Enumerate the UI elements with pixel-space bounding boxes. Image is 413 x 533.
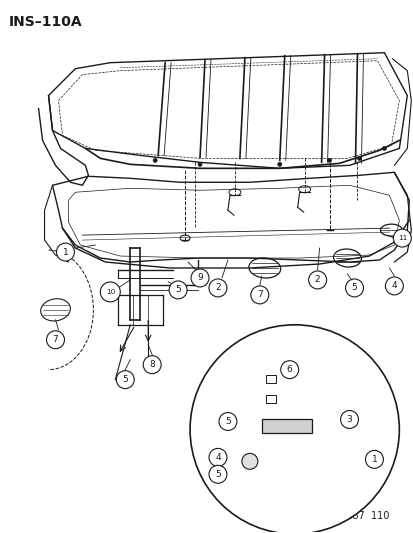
Circle shape [56, 243, 74, 261]
Text: 7: 7 [52, 335, 58, 344]
Text: 5: 5 [215, 470, 220, 479]
Text: 2: 2 [314, 276, 320, 285]
Circle shape [190, 325, 399, 533]
Circle shape [340, 410, 358, 429]
Bar [261, 419, 311, 433]
Circle shape [277, 163, 281, 166]
Circle shape [382, 147, 385, 150]
Circle shape [197, 163, 202, 166]
Circle shape [241, 454, 257, 470]
Circle shape [357, 156, 361, 160]
Text: 11: 11 [397, 235, 406, 241]
Circle shape [116, 370, 134, 389]
Circle shape [250, 286, 268, 304]
Circle shape [218, 413, 236, 431]
Text: 1: 1 [62, 247, 68, 256]
Circle shape [46, 331, 64, 349]
Circle shape [153, 158, 157, 163]
Circle shape [345, 279, 363, 297]
Bar [265, 375, 275, 383]
Circle shape [385, 277, 402, 295]
Circle shape [327, 158, 331, 163]
Circle shape [169, 281, 187, 299]
Circle shape [190, 269, 209, 287]
Text: 5: 5 [122, 375, 128, 384]
Text: 10: 10 [105, 289, 115, 295]
Circle shape [365, 450, 382, 469]
Circle shape [209, 448, 226, 466]
Text: 1: 1 [370, 455, 376, 464]
Text: 6: 6 [286, 365, 292, 374]
Text: 8: 8 [149, 360, 155, 369]
Circle shape [209, 465, 226, 483]
Text: 3: 3 [346, 415, 351, 424]
Text: 7: 7 [256, 290, 262, 300]
Circle shape [209, 279, 226, 297]
Text: 96187  110: 96187 110 [333, 511, 389, 521]
Circle shape [100, 282, 120, 302]
Circle shape [308, 271, 326, 289]
Text: INS–110A: INS–110A [9, 15, 82, 29]
Bar [265, 394, 275, 402]
Text: 2: 2 [215, 284, 220, 293]
Text: 5: 5 [225, 417, 230, 426]
Text: 4: 4 [215, 453, 220, 462]
Text: 5: 5 [175, 285, 180, 294]
Text: 5: 5 [351, 284, 356, 293]
Circle shape [392, 229, 411, 247]
Circle shape [143, 356, 161, 374]
Text: 4: 4 [391, 281, 396, 290]
Text: 9: 9 [197, 273, 202, 282]
Circle shape [280, 361, 298, 378]
